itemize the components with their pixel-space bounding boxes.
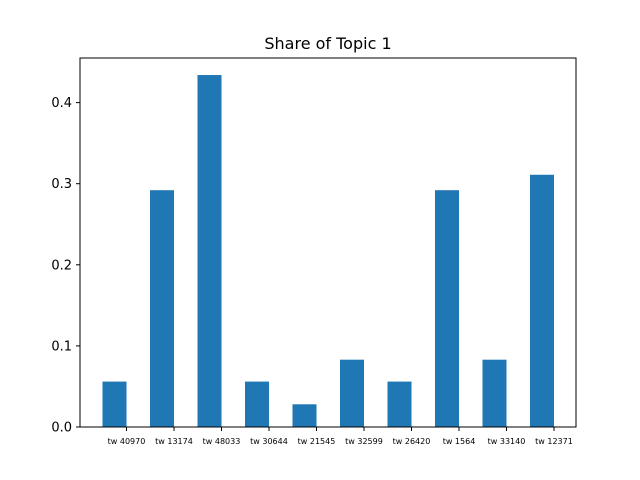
x-tick-label: tw 32599	[345, 437, 383, 446]
bar-tw-48033	[197, 75, 222, 428]
x-tick-label: tw 30644	[250, 437, 288, 446]
x-tick-label: tw 26420	[393, 437, 431, 446]
x-tick-label: tw 12371	[535, 437, 573, 446]
bar-tw-12371	[530, 174, 554, 427]
x-axis: tw 40970 tw 13174 tw 48033 tw 30644 tw 21545…	[108, 427, 573, 446]
y-tick-label: 0.0	[51, 421, 72, 436]
bar-tw-32599	[340, 359, 364, 427]
bar-tw-21545	[292, 404, 317, 427]
bars-group	[102, 75, 554, 428]
bar-tw-40970	[102, 381, 127, 427]
bar-tw-26420	[387, 381, 412, 427]
y-tick-label: 0.4	[51, 96, 72, 111]
plot-frame	[79, 57, 577, 428]
y-tick-label: 0.2	[51, 258, 72, 273]
x-tick-label: tw 13174	[155, 437, 193, 446]
bar-tw-13174	[150, 190, 174, 427]
x-tick-label: tw 40970	[108, 437, 146, 446]
x-tick-label: tw 33140	[488, 437, 526, 446]
y-tick-label: 0.3	[51, 177, 72, 192]
x-tick-label: tw 1564	[443, 437, 476, 446]
y-tick-label: 0.1	[51, 339, 72, 354]
y-axis: 0.0 0.1 0.2 0.3 0.4	[51, 96, 80, 436]
bar-tw-33140	[482, 359, 507, 427]
x-tick-label: tw 48033	[203, 437, 241, 446]
bar-tw-30644	[245, 381, 269, 427]
bar-tw-1564	[435, 190, 459, 427]
x-tick-label: tw 21545	[298, 437, 336, 446]
chart-title: Share of Topic 1	[264, 34, 391, 53]
